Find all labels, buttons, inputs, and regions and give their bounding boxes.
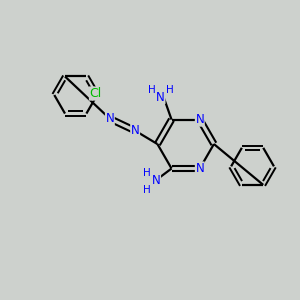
Text: N: N	[106, 112, 114, 125]
Text: H: H	[143, 168, 151, 178]
Text: N: N	[156, 91, 165, 103]
Text: H: H	[143, 185, 151, 195]
Text: N: N	[195, 113, 204, 126]
Text: H: H	[148, 85, 156, 95]
Text: N: N	[195, 162, 204, 175]
Text: Cl: Cl	[89, 87, 102, 100]
Text: H: H	[166, 85, 173, 95]
Text: N: N	[152, 174, 161, 187]
Text: N: N	[131, 124, 140, 137]
